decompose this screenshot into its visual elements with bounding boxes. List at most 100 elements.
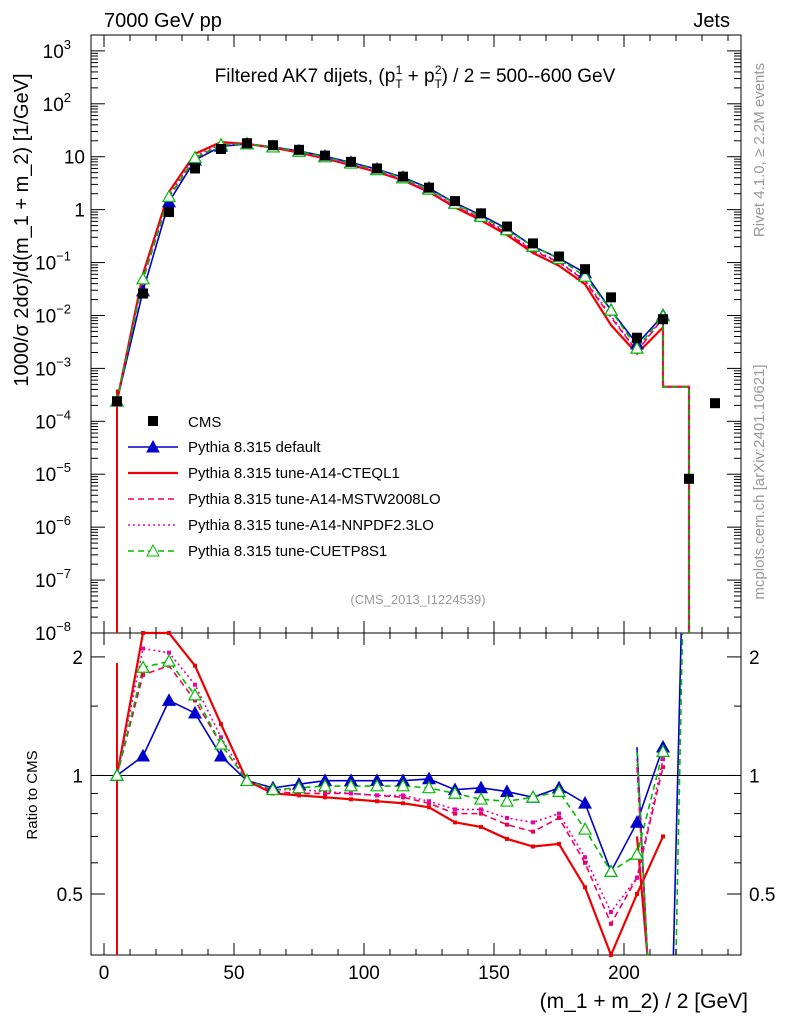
ratio-marker <box>629 815 645 828</box>
side-label-bottom: mcplots.cern.ch [arXiv:2401.10621] <box>751 364 768 599</box>
ratio-tick-label-right: 0.5 <box>749 885 775 906</box>
ratio-marker <box>479 811 483 816</box>
ratio-marker <box>531 829 535 834</box>
legend-label: Pythia 8.315 tune-A14-CTEQL1 <box>188 465 400 482</box>
ratio-marker <box>297 791 301 796</box>
cms-data-point <box>398 171 408 182</box>
legend-entry-cms: CMS <box>148 414 221 431</box>
ratio-marker <box>427 801 431 806</box>
ratio-marker <box>161 693 177 706</box>
ratio-marker <box>557 815 561 820</box>
title-sub-2: T <box>435 77 443 91</box>
cms-data-point <box>606 292 616 303</box>
ratio-marker <box>583 860 587 865</box>
ratio-marker <box>375 799 379 804</box>
title-rest: ) / 2 = 500--600 GeV <box>442 66 616 87</box>
ratio-marker <box>421 780 437 794</box>
y-tick-label: 10−5 <box>35 460 71 486</box>
cms-data-point <box>528 238 538 249</box>
ratio-marker <box>427 805 431 810</box>
legend-cms-marker <box>148 416 158 426</box>
ratio-marker <box>375 793 379 798</box>
legend-marker <box>146 439 160 453</box>
y-tick-label: 10−8 <box>35 619 71 645</box>
x-tick-label: 200 <box>608 963 640 984</box>
legend-entry: Pythia 8.315 tune-A14-MSTW2008LO <box>128 491 441 508</box>
ratio-marker <box>239 773 255 787</box>
ratio-marker <box>135 660 151 673</box>
ratio-marker <box>291 780 307 794</box>
legend: CMS Pythia 8.315 default Pythia 8.315 tun… <box>128 414 441 560</box>
series-ratio-dropoff <box>636 767 649 956</box>
ratio-tick-label-right: 2 <box>749 648 760 669</box>
cms-data-point <box>554 251 564 262</box>
ratio-marker <box>193 682 197 687</box>
title-sup-1: 1 <box>396 63 403 77</box>
cms-data-point <box>190 163 200 174</box>
cms-data-point <box>684 473 694 484</box>
y-tick-label: 10−2 <box>35 301 71 327</box>
ratio-marker <box>499 794 515 807</box>
ratio-marker <box>219 722 223 727</box>
cms-data-point <box>632 332 642 343</box>
ratio-marker <box>161 653 177 667</box>
top-marker <box>629 341 645 354</box>
ratio-marker <box>193 698 197 703</box>
cms-data-point <box>502 221 512 232</box>
ratio-marker <box>213 748 229 762</box>
cms-data-point <box>346 156 356 167</box>
ratio-marker <box>531 820 535 825</box>
ratio-marker <box>109 768 125 781</box>
ratio-marker <box>167 631 171 635</box>
plot-title: Filtered AK7 dijets, (pT1 + pT2) / 2 = 5… <box>215 63 616 91</box>
y-tick-label: 10−7 <box>35 566 71 592</box>
ratio-marker <box>427 799 431 804</box>
legend-label: Pythia 8.315 tune-A14-NNPDF2.3LO <box>188 517 434 534</box>
ratio-marker <box>557 841 561 846</box>
ratio-tick-label: 0.5 <box>57 885 83 906</box>
top-marker <box>135 271 151 285</box>
ratio-marker <box>395 778 411 792</box>
ratio-marker <box>369 778 385 792</box>
header-right: Jets <box>693 10 730 32</box>
axes: 0 50 100 150 20010310210110−110−210−310−410−… <box>35 35 775 984</box>
ratio-marker <box>447 786 463 799</box>
legend-label: Pythia 8.315 tune-A14-MSTW2008LO <box>188 491 441 508</box>
header-left: 7000 GeV pp <box>104 10 222 32</box>
y-tick-label: 102 <box>43 90 71 116</box>
cms-data-point <box>450 196 460 207</box>
ratio-tick-label: 2 <box>72 648 83 669</box>
series-line-ratio <box>116 699 664 874</box>
top-marker <box>161 189 177 203</box>
top-marker <box>603 303 619 316</box>
y-tick-label: 10−1 <box>35 249 71 275</box>
y-axis-label-ratio: Ratio to CMS <box>24 750 41 839</box>
ratio-marker <box>661 757 665 762</box>
legend-label: Pythia 8.315 default <box>188 439 321 456</box>
y-tick-label: 10−6 <box>35 513 71 539</box>
x-tick-label: 50 <box>223 963 244 984</box>
ratio-marker <box>187 687 203 701</box>
ratio-marker <box>479 807 483 812</box>
ratio-marker <box>141 646 145 651</box>
ratio-marker <box>603 864 619 877</box>
ratio-marker <box>473 780 489 794</box>
y-tick-label: 10 <box>64 148 85 169</box>
x-axis-label: (m_1 + m_2) / 2 [GeV] <box>540 990 748 1013</box>
cms-data-point <box>112 396 122 407</box>
cms-data-point <box>242 138 252 149</box>
ratio-marker <box>609 953 613 957</box>
ratio-marker <box>349 791 353 796</box>
ratio-marker <box>655 744 671 757</box>
ratio-marker <box>401 801 405 806</box>
ratio-marker <box>187 705 203 719</box>
side-label-top: Rivet 4.1.0, ≥ 2.2M events <box>751 63 768 237</box>
y-tick-label: 10−3 <box>35 354 71 380</box>
ratio-marker <box>323 795 327 800</box>
ratio-marker <box>141 631 145 635</box>
y-tick-label: 10−4 <box>35 407 71 433</box>
ratio-marker <box>583 885 587 890</box>
ratio-marker <box>479 824 483 829</box>
legend-entry: Pythia 8.315 default <box>128 439 321 456</box>
ratio-marker <box>583 855 587 860</box>
